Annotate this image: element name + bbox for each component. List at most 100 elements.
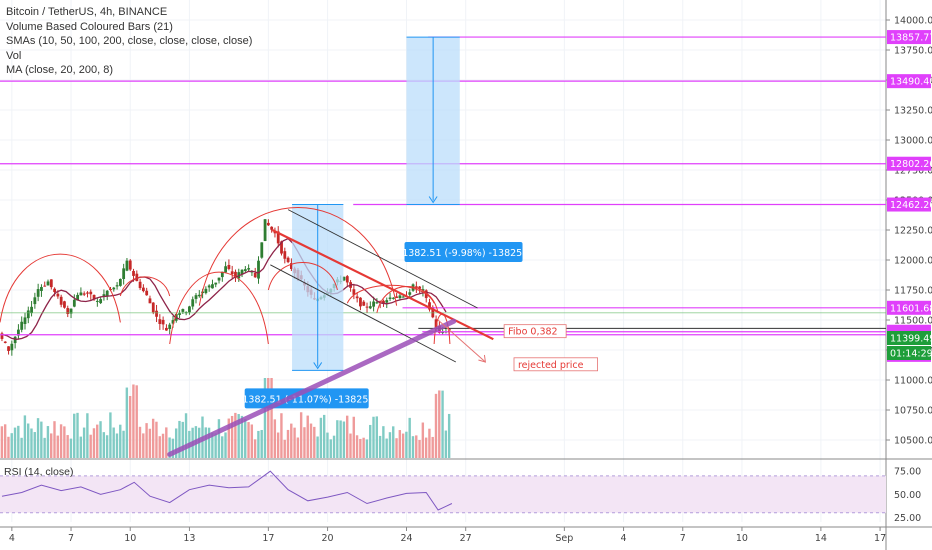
volume-bar [447,413,451,458]
volume-bar [227,418,230,458]
volume-bar [96,424,99,458]
time-tick-label: 17 [262,533,274,544]
measure-label: -1382.51 (-11.07%) -138251 [239,394,375,405]
volume-bar [155,421,158,458]
rsi-tick-label: 50.00 [894,490,921,501]
volume-bar [115,433,119,458]
volume-bar [260,429,263,458]
arc-pattern [119,276,171,297]
time-tick-label: 13 [183,533,195,544]
time-tick-label: 24 [400,533,412,544]
measure-label-box [404,242,523,262]
candle-body [441,331,445,333]
candle-body [135,273,139,282]
volume-bar [326,432,329,458]
price-tick-label: 12750.00 [894,166,932,177]
volume-bar [109,412,112,458]
volume-bar [385,438,388,458]
volume-bar [142,433,145,458]
volume-bar [30,428,33,458]
candle-body [141,287,145,292]
candle-body [247,268,251,270]
volume-bar [23,415,27,458]
candle-body [165,327,168,331]
volume-bar [105,435,109,458]
volume-bar [428,428,431,458]
candle-body [401,296,405,298]
candle-body [227,264,231,269]
candle-body [197,294,201,297]
rsi-line [1,470,453,511]
candle-body [36,289,40,297]
volume-bar [273,419,277,458]
price-tick-label: 14000.00 [894,16,932,27]
volume-bar [132,384,135,458]
volume-bar [56,435,59,458]
volume-bar [322,414,326,458]
candle-body [26,310,30,319]
rejection-arrowhead [478,354,487,363]
candle-body [148,298,152,304]
candle-body [168,324,172,329]
candle-body [266,222,270,226]
candle-body [49,279,53,288]
volume-bar [365,439,369,458]
candle-body [243,269,247,271]
volume-bar [204,427,207,458]
candle-body [217,277,221,281]
candle-body [178,313,181,315]
rejection-arrow [437,319,486,363]
candle-body [112,287,116,290]
candle-body [102,294,106,297]
volume-bar [392,426,395,458]
candle-body [260,242,264,258]
volume-bar [244,419,247,458]
candle-body [86,292,89,294]
volume-bar [79,436,83,458]
candle-body [411,284,415,291]
volume-bar [46,426,50,458]
volume-bar [171,438,175,458]
candle-body [46,281,50,286]
volume-bar [418,439,421,458]
volume-bar [63,426,66,458]
volume-bar [76,412,79,458]
volume-bar [211,432,214,458]
volume-bar [276,432,280,458]
candle-body [118,278,122,286]
volume-bar [86,413,89,458]
volume-bar [339,420,342,458]
price-tick-label: 12250.00 [894,226,932,237]
price-tick-label: 13000.00 [894,136,932,147]
time-tick-label: 7 [68,533,74,544]
candle-body [158,319,162,324]
volume-bars [0,378,451,458]
volume-bar [20,437,23,458]
volume-bar [313,426,316,458]
candle-body [155,310,158,317]
candle-body [105,290,109,296]
volume-bar [263,378,267,458]
price-tick-label: 12000.00 [894,256,932,267]
volume-bar [40,421,43,458]
volume-bar [267,378,270,458]
volume-bar [66,435,69,458]
candle-body [33,297,37,305]
candle-body [431,307,435,318]
volume-bar [181,421,184,458]
volume-bar [207,427,211,458]
volume-bar [382,426,385,458]
candle-body [128,260,132,270]
chart-legend: Bitcoin / TetherUS, 4h, BINANCE Volume B… [6,5,252,78]
candle-body [418,286,422,289]
candle-body [76,294,80,301]
uptrend-line [167,318,457,457]
volume-bar [342,421,346,458]
candle-body [398,295,402,299]
candle-body [138,281,142,289]
level-price-badge: 13857.77 [890,33,932,44]
volume-bar [53,421,56,458]
volume-bar [408,417,411,458]
volume-bar [221,436,224,458]
